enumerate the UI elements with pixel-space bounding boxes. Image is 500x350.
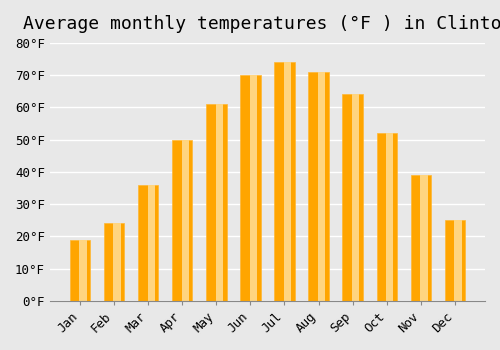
- Bar: [70, 240, 90, 301]
- Bar: [386, 133, 394, 301]
- Bar: [172, 140, 193, 301]
- Bar: [250, 75, 257, 301]
- Bar: [342, 94, 363, 301]
- Bar: [182, 140, 189, 301]
- Bar: [454, 220, 462, 301]
- Bar: [80, 240, 86, 301]
- Bar: [206, 104, 227, 301]
- Bar: [376, 133, 397, 301]
- Bar: [445, 220, 465, 301]
- Bar: [410, 175, 431, 301]
- Bar: [114, 224, 120, 301]
- Bar: [318, 72, 325, 301]
- Bar: [274, 62, 294, 301]
- Title: Average monthly temperatures (°F ) in Clinton: Average monthly temperatures (°F ) in Cl…: [22, 15, 500, 33]
- Bar: [104, 224, 124, 301]
- Bar: [284, 62, 291, 301]
- Bar: [352, 94, 360, 301]
- Bar: [216, 104, 223, 301]
- Bar: [138, 185, 158, 301]
- Bar: [148, 185, 154, 301]
- Bar: [420, 175, 428, 301]
- Bar: [240, 75, 260, 301]
- Bar: [308, 72, 329, 301]
